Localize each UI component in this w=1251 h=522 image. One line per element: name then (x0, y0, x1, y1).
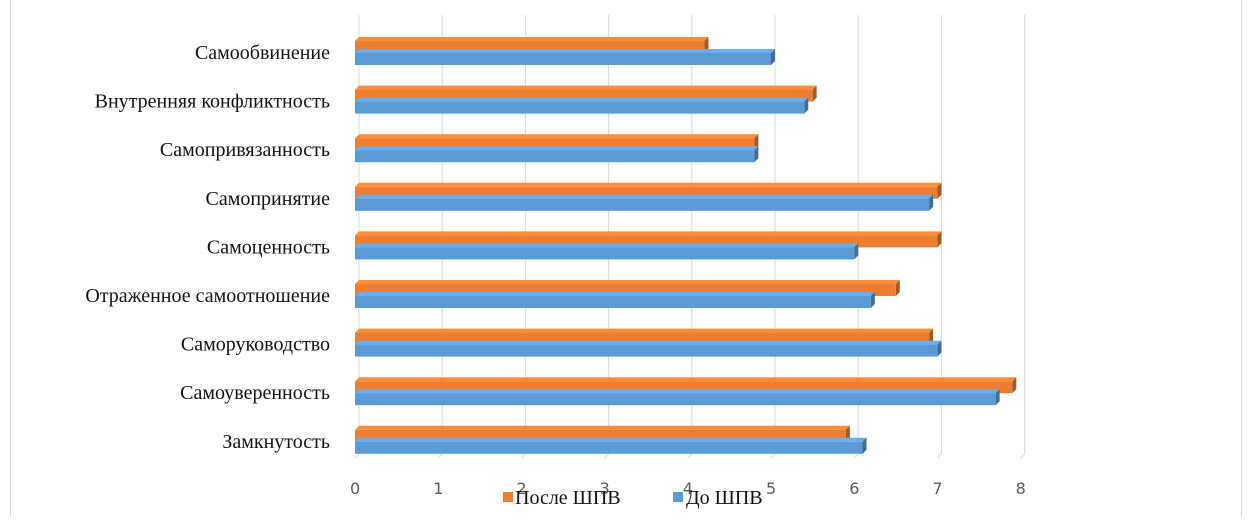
bar-top (355, 437, 867, 442)
gridline-floor (687, 453, 693, 459)
bar-top (355, 328, 934, 333)
bar (355, 247, 855, 260)
bar-side (937, 340, 942, 357)
category-label: Самоуверенность (180, 382, 330, 404)
bar-side (771, 49, 775, 65)
gridline-floor (604, 453, 609, 459)
bar-top (355, 97, 809, 102)
x-tick-label: 1 (433, 479, 443, 498)
category-label: Самопривязанность (160, 139, 330, 161)
x-tick-label: 8 (1016, 479, 1026, 498)
category-label: Самопринятие (205, 188, 330, 210)
bar-top (355, 243, 859, 248)
bar-top (355, 194, 934, 199)
bar-side (804, 97, 809, 114)
gridline-floor (521, 453, 526, 459)
bar-side (995, 389, 1000, 406)
bar-top (355, 231, 942, 236)
category-label: Внутренняя конфликтность (95, 91, 330, 113)
gridline-floor (937, 453, 942, 459)
bar (355, 150, 755, 163)
legend-swatch-do (673, 492, 683, 502)
bar-side (862, 437, 867, 454)
bar (355, 53, 771, 65)
bar (355, 101, 805, 114)
bar-top (355, 134, 759, 139)
bar-top (355, 85, 817, 90)
frame-right-border (1241, 0, 1242, 517)
bar (355, 296, 871, 308)
bar (355, 344, 938, 357)
x-tick-label: 5 (766, 479, 776, 498)
bar (355, 198, 930, 211)
legend-swatch-posle (503, 492, 513, 502)
bar-top (355, 377, 1017, 382)
legend-label-do: До ШПВ (686, 487, 763, 509)
bar-side (854, 243, 859, 260)
bar-side (754, 146, 759, 163)
x-tick-label: 7 (932, 479, 942, 498)
bar-top (355, 37, 709, 41)
bar-top (355, 292, 875, 296)
x-tick-label: 4 (683, 479, 693, 498)
gridline-floor (354, 453, 360, 459)
bar-top (355, 49, 775, 53)
gridline-floor (853, 453, 859, 459)
bar-top (355, 280, 900, 284)
x-tick-label: 2 (516, 479, 526, 498)
bar-top (355, 340, 942, 345)
bar-side (895, 280, 900, 296)
bar-side (812, 85, 817, 102)
legend-label-posle: После ШПВ (515, 487, 621, 509)
x-tick-label: 3 (600, 479, 610, 498)
bars (355, 37, 1017, 454)
x-tick-label: 6 (849, 479, 859, 498)
bar (355, 441, 863, 454)
gridline-floor (1020, 453, 1025, 459)
category-label: Самообвинение (195, 42, 330, 64)
x-tick-label: 0 (350, 479, 360, 498)
x-tick-labels: 0 1 2 3 4 5 6 7 8 (350, 479, 1026, 498)
bar-top (355, 182, 942, 187)
bar-top (355, 389, 1000, 394)
category-label: Саморуководство (181, 334, 330, 356)
category-label: Самоценность (207, 236, 330, 258)
category-labels: Самообвинение Внутренняя конфликтность Сам… (85, 42, 330, 453)
legend: После ШПВ До ШПВ (503, 487, 763, 509)
bar (355, 393, 996, 406)
frame-left-border (10, 0, 11, 517)
bar-side (870, 292, 875, 308)
gridline-floor (770, 453, 776, 459)
bar-side (1012, 377, 1017, 394)
bar-side (937, 231, 942, 248)
gridline-floor (437, 453, 443, 459)
bar-side (937, 182, 942, 199)
bar-top (355, 425, 850, 430)
category-label: Замкнутость (222, 431, 330, 453)
bar-top (355, 146, 759, 151)
bar-side (929, 194, 934, 211)
category-label: Отраженное самоотношение (85, 285, 330, 307)
